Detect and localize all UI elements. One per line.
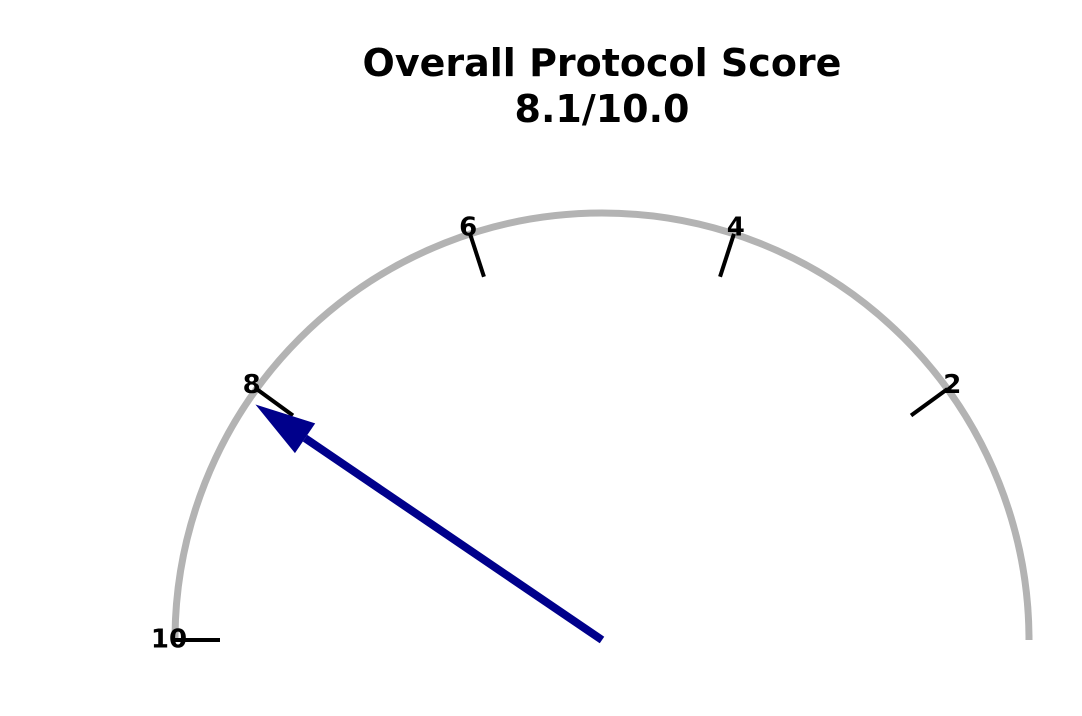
- gauge-ticks: 10 8 6 4 2: [151, 213, 961, 655]
- gauge-tick-label: 6: [459, 213, 477, 243]
- chart-title-block: Overall Protocol Score 8.1/10.0: [363, 40, 842, 132]
- gauge-tick-label: 10: [151, 625, 187, 655]
- gauge-tick-mark: [718, 233, 736, 278]
- gauge-arc: [171, 209, 1033, 641]
- gauge-needle: [302, 434, 605, 644]
- gauge-tick-label: 8: [243, 370, 261, 400]
- gauge-tick-label: 4: [727, 213, 745, 243]
- chart-subtitle: 8.1/10.0: [514, 87, 690, 131]
- gauge-tick-label: 2: [943, 370, 961, 400]
- gauge-tick-mark: [468, 233, 486, 278]
- gauge-needle-arrowhead: [255, 404, 316, 454]
- gauge-tick-mark: [909, 387, 949, 418]
- chart-title: Overall Protocol Score: [362, 41, 842, 85]
- gauge-tick-mark: [255, 387, 295, 418]
- gauge-needle-group: [255, 404, 605, 644]
